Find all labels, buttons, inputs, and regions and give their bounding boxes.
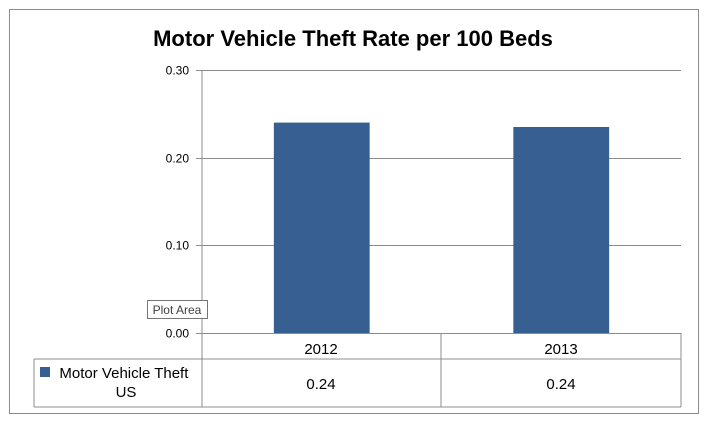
plot-area-tooltip: Plot Area: [147, 300, 208, 319]
y-axis-tick-labels: 0.00 0.10 0.20 0.30: [166, 64, 190, 341]
series-name-line: US: [116, 384, 137, 401]
legend-key: [40, 367, 50, 377]
data-table[interactable]: 2012 2013 Motor Vehicle Theft US 0.24 0.…: [33, 333, 682, 408]
tooltip-box: [147, 300, 208, 319]
y-tick-label: 0.00: [166, 327, 190, 341]
bar-2012[interactable]: [273, 122, 370, 333]
y-tick-label: 0.20: [166, 152, 190, 166]
tooltip-text: Plot Area: [153, 303, 202, 317]
bars: [273, 122, 610, 333]
data-label: 0.24: [306, 376, 335, 393]
category-label: 2013: [544, 341, 577, 358]
series-name: Motor Vehicle Theft US: [59, 365, 192, 401]
y-tick-label: 0.10: [166, 239, 190, 253]
chart-title[interactable]: Motor Vehicle Theft Rate per 100 Beds: [153, 26, 553, 51]
y-tick-label: 0.30: [166, 64, 190, 78]
bar-2013[interactable]: [513, 126, 610, 333]
category-label: 2012: [304, 341, 337, 358]
series-name-line: Motor Vehicle Theft: [59, 365, 189, 382]
data-label: 0.24: [546, 376, 575, 393]
